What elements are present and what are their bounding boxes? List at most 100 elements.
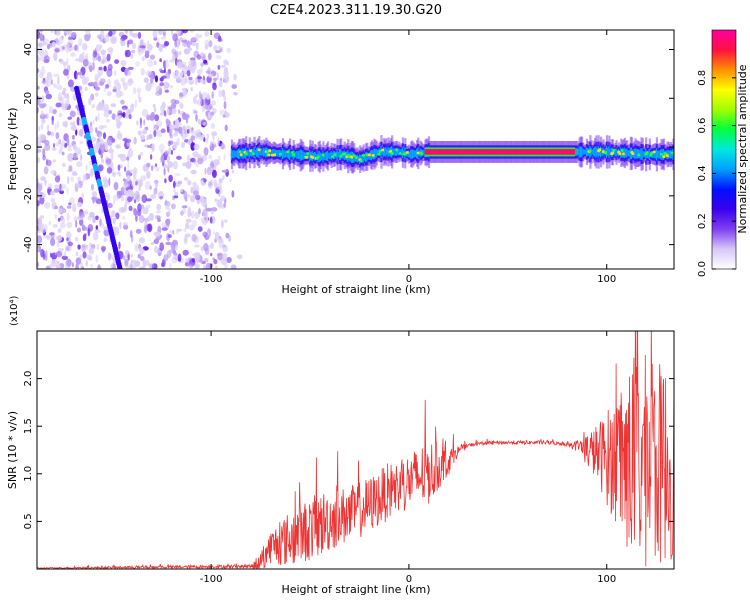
noise-speckle — [137, 130, 142, 136]
carrier-band — [636, 149, 639, 159]
y-tick-label: -20 — [23, 188, 34, 204]
noise-speckle — [222, 245, 228, 252]
noise-speckle — [129, 30, 133, 37]
noise-speckle — [51, 118, 54, 126]
carrier-band — [298, 150, 301, 160]
spectrogram-axes: -100 0 100 -40 -20 0 20 40 — [23, 30, 674, 285]
noise-speckle — [100, 158, 105, 164]
noise-speckle — [159, 82, 165, 87]
noise-speckle — [84, 30, 91, 35]
noise-speckle — [75, 58, 80, 62]
noise-speckle — [153, 130, 157, 138]
noise-speckle — [99, 59, 106, 65]
noise-speckle — [60, 216, 66, 224]
noise-speckle — [48, 221, 51, 226]
noise-speckle — [52, 159, 57, 163]
noise-speckle — [134, 260, 141, 268]
carrier-band — [615, 148, 618, 157]
noise-speckle — [133, 208, 138, 216]
noise-speckle — [208, 105, 213, 110]
noise-speckle — [128, 147, 132, 151]
noise-speckle — [174, 40, 178, 48]
noise-speckle — [58, 112, 63, 118]
noise-speckle — [176, 228, 183, 232]
y-tick-label: 40 — [23, 43, 34, 56]
noise-speckle — [70, 31, 77, 39]
carrier-band — [321, 153, 324, 160]
noise-speckle — [163, 110, 167, 117]
noise-speckle — [221, 89, 226, 97]
carrier-band — [591, 149, 594, 155]
carrier-band — [367, 153, 370, 160]
noise-speckle — [203, 96, 206, 106]
noise-speckle — [75, 251, 79, 256]
noise-speckle — [37, 55, 40, 63]
noise-speckle — [63, 30, 70, 34]
noise-speckle — [106, 53, 111, 62]
noise-speckle — [97, 68, 104, 76]
noise-speckle — [88, 97, 92, 106]
noise-speckle — [112, 263, 116, 269]
noise-speckle — [197, 118, 201, 125]
noise-speckle — [213, 182, 217, 189]
noise-speckle — [112, 217, 117, 222]
noise-speckle — [173, 132, 179, 137]
carrier-band — [270, 149, 273, 156]
carrier-band — [338, 149, 342, 160]
noise-speckle — [228, 235, 232, 242]
noise-speckle — [165, 241, 172, 246]
noise-speckle — [201, 261, 206, 265]
noise-speckle — [112, 194, 119, 201]
noise-speckle — [74, 44, 78, 51]
carrier-peak — [371, 154, 376, 157]
noise-speckle — [37, 85, 40, 90]
carrier-band — [361, 154, 364, 163]
carrier-peak — [321, 153, 326, 157]
noise-speckle — [210, 160, 215, 169]
noise-speckle — [215, 54, 222, 60]
noise-speckle — [130, 253, 134, 258]
noise-speckle — [106, 167, 113, 174]
carrier-band — [337, 151, 340, 158]
noise-speckle — [167, 207, 172, 215]
carrier-band — [592, 148, 596, 156]
noise-speckle — [119, 221, 122, 230]
noise-speckle — [231, 190, 235, 198]
noise-speckle — [169, 230, 174, 234]
carrier-band — [576, 148, 579, 156]
noise-speckle — [184, 78, 190, 84]
noise-speckle — [211, 169, 217, 178]
noise-speckle — [126, 189, 134, 196]
noise-speckle — [183, 228, 187, 233]
noise-speckle — [155, 166, 160, 172]
noise-speckle — [62, 87, 67, 92]
noise-speckle — [51, 191, 55, 195]
noise-speckle — [133, 136, 137, 145]
noise-speckle — [223, 202, 226, 208]
noise-speckle — [222, 252, 228, 261]
noise-speckle — [75, 257, 82, 265]
y-tick-label: 0 — [23, 144, 34, 150]
noise-speckle — [153, 165, 156, 169]
carrier-band — [600, 146, 603, 158]
noise-speckle — [161, 262, 165, 268]
noise-speckle — [111, 210, 116, 218]
noise-speckle — [100, 142, 106, 152]
noise-speckle — [169, 263, 172, 269]
carrier-band — [634, 148, 637, 159]
noise-speckle — [218, 45, 221, 50]
noise-speckle — [208, 181, 212, 187]
snr-panel: -100 0 100 0.5 1.0 1.5 2.0 Height of straight … — [6, 295, 675, 596]
carrier-peak — [665, 154, 670, 158]
noise-speckle — [82, 58, 89, 67]
noise-speckle — [50, 237, 56, 247]
y-tick-label: 0.5 — [23, 513, 34, 529]
noise-speckle — [198, 134, 205, 141]
noise-speckle — [104, 34, 110, 43]
carrier-band — [407, 150, 410, 158]
noise-speckle — [212, 77, 218, 81]
noise-speckle — [67, 47, 72, 52]
noise-speckle — [125, 264, 132, 269]
carrier-band — [667, 150, 670, 159]
carrier-band — [658, 150, 661, 159]
